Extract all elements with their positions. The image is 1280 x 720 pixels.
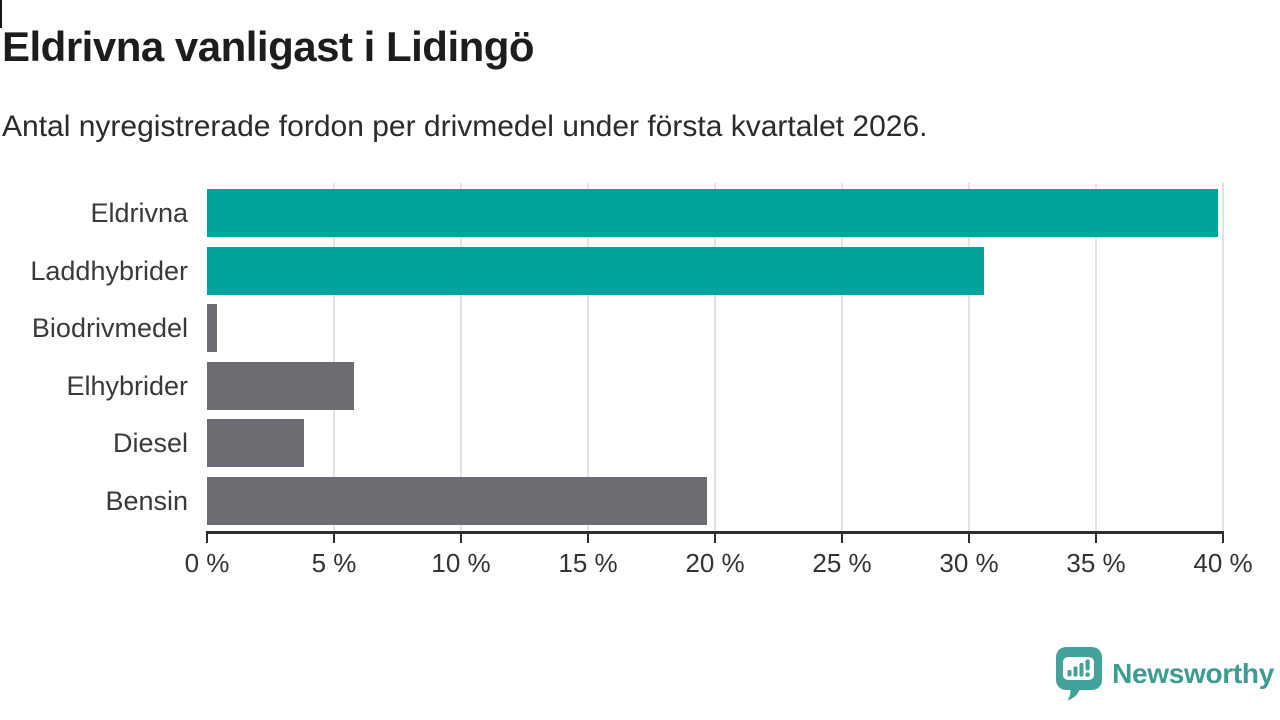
x-tick-label: 5 % [311,548,357,578]
gridline [968,183,970,531]
category-label: Bensin [105,485,188,516]
gridline [1095,183,1097,531]
x-axis-line [206,531,1224,534]
gridline [714,183,716,531]
newsworthy-logo[interactable]: Newsworthy [1055,646,1274,701]
axis-tick [1095,534,1097,543]
x-tick-label: 30 % [939,548,999,578]
bar-chart: Eldrivna Laddhybrider Biodrivmedel Elhybrid… [0,183,1280,603]
bar [207,361,355,410]
axis-tick [587,534,589,543]
newsworthy-logo-text: Newsworthy [1112,657,1274,689]
x-tick-label: 0 % [184,548,230,578]
screen-edge-artifact [0,0,2,28]
x-tick-label: 40 % [1193,548,1253,578]
axis-tick [460,534,462,543]
gridline [460,183,462,531]
chart-subtitle: Antal nyregistrerade fordon per drivmede… [2,110,928,143]
page-title: Eldrivna vanligast i Lidingö [2,23,535,70]
gridline [1222,183,1224,531]
x-tick-label: 15 % [558,548,618,578]
newsworthy-bubble-icon [1056,647,1103,701]
bar [207,419,304,467]
x-tick-label: 35 % [1066,548,1126,578]
category-label: Eldrivna [90,198,188,228]
category-labels: Eldrivna Laddhybrider Biodrivmedel Elhybrid… [0,183,188,534]
bar [207,304,218,352]
category-label: Biodrivmedel [31,313,188,343]
x-tick-label: 10 % [431,548,491,578]
axis-tick [333,534,335,543]
gridline [841,183,843,531]
plot-area: 0 % 5 % 10 % 15 % 20 % 25 % 30 % 35 % 40 % [185,183,1253,578]
axis-tick [1222,534,1224,543]
gridline [587,183,589,531]
bar [207,246,985,295]
bar [207,189,1218,237]
axis-tick [841,534,843,543]
axis-tick [714,534,716,543]
category-label: Elhybrider [66,370,188,401]
x-tick-label: 20 % [685,548,745,578]
axis-tick [206,534,208,543]
gridline [333,183,335,531]
x-tick-label: 25 % [812,548,872,578]
axis-tick [968,534,970,543]
category-label: Laddhybrider [30,255,188,286]
bar [207,476,708,525]
category-label: Diesel [112,428,188,458]
